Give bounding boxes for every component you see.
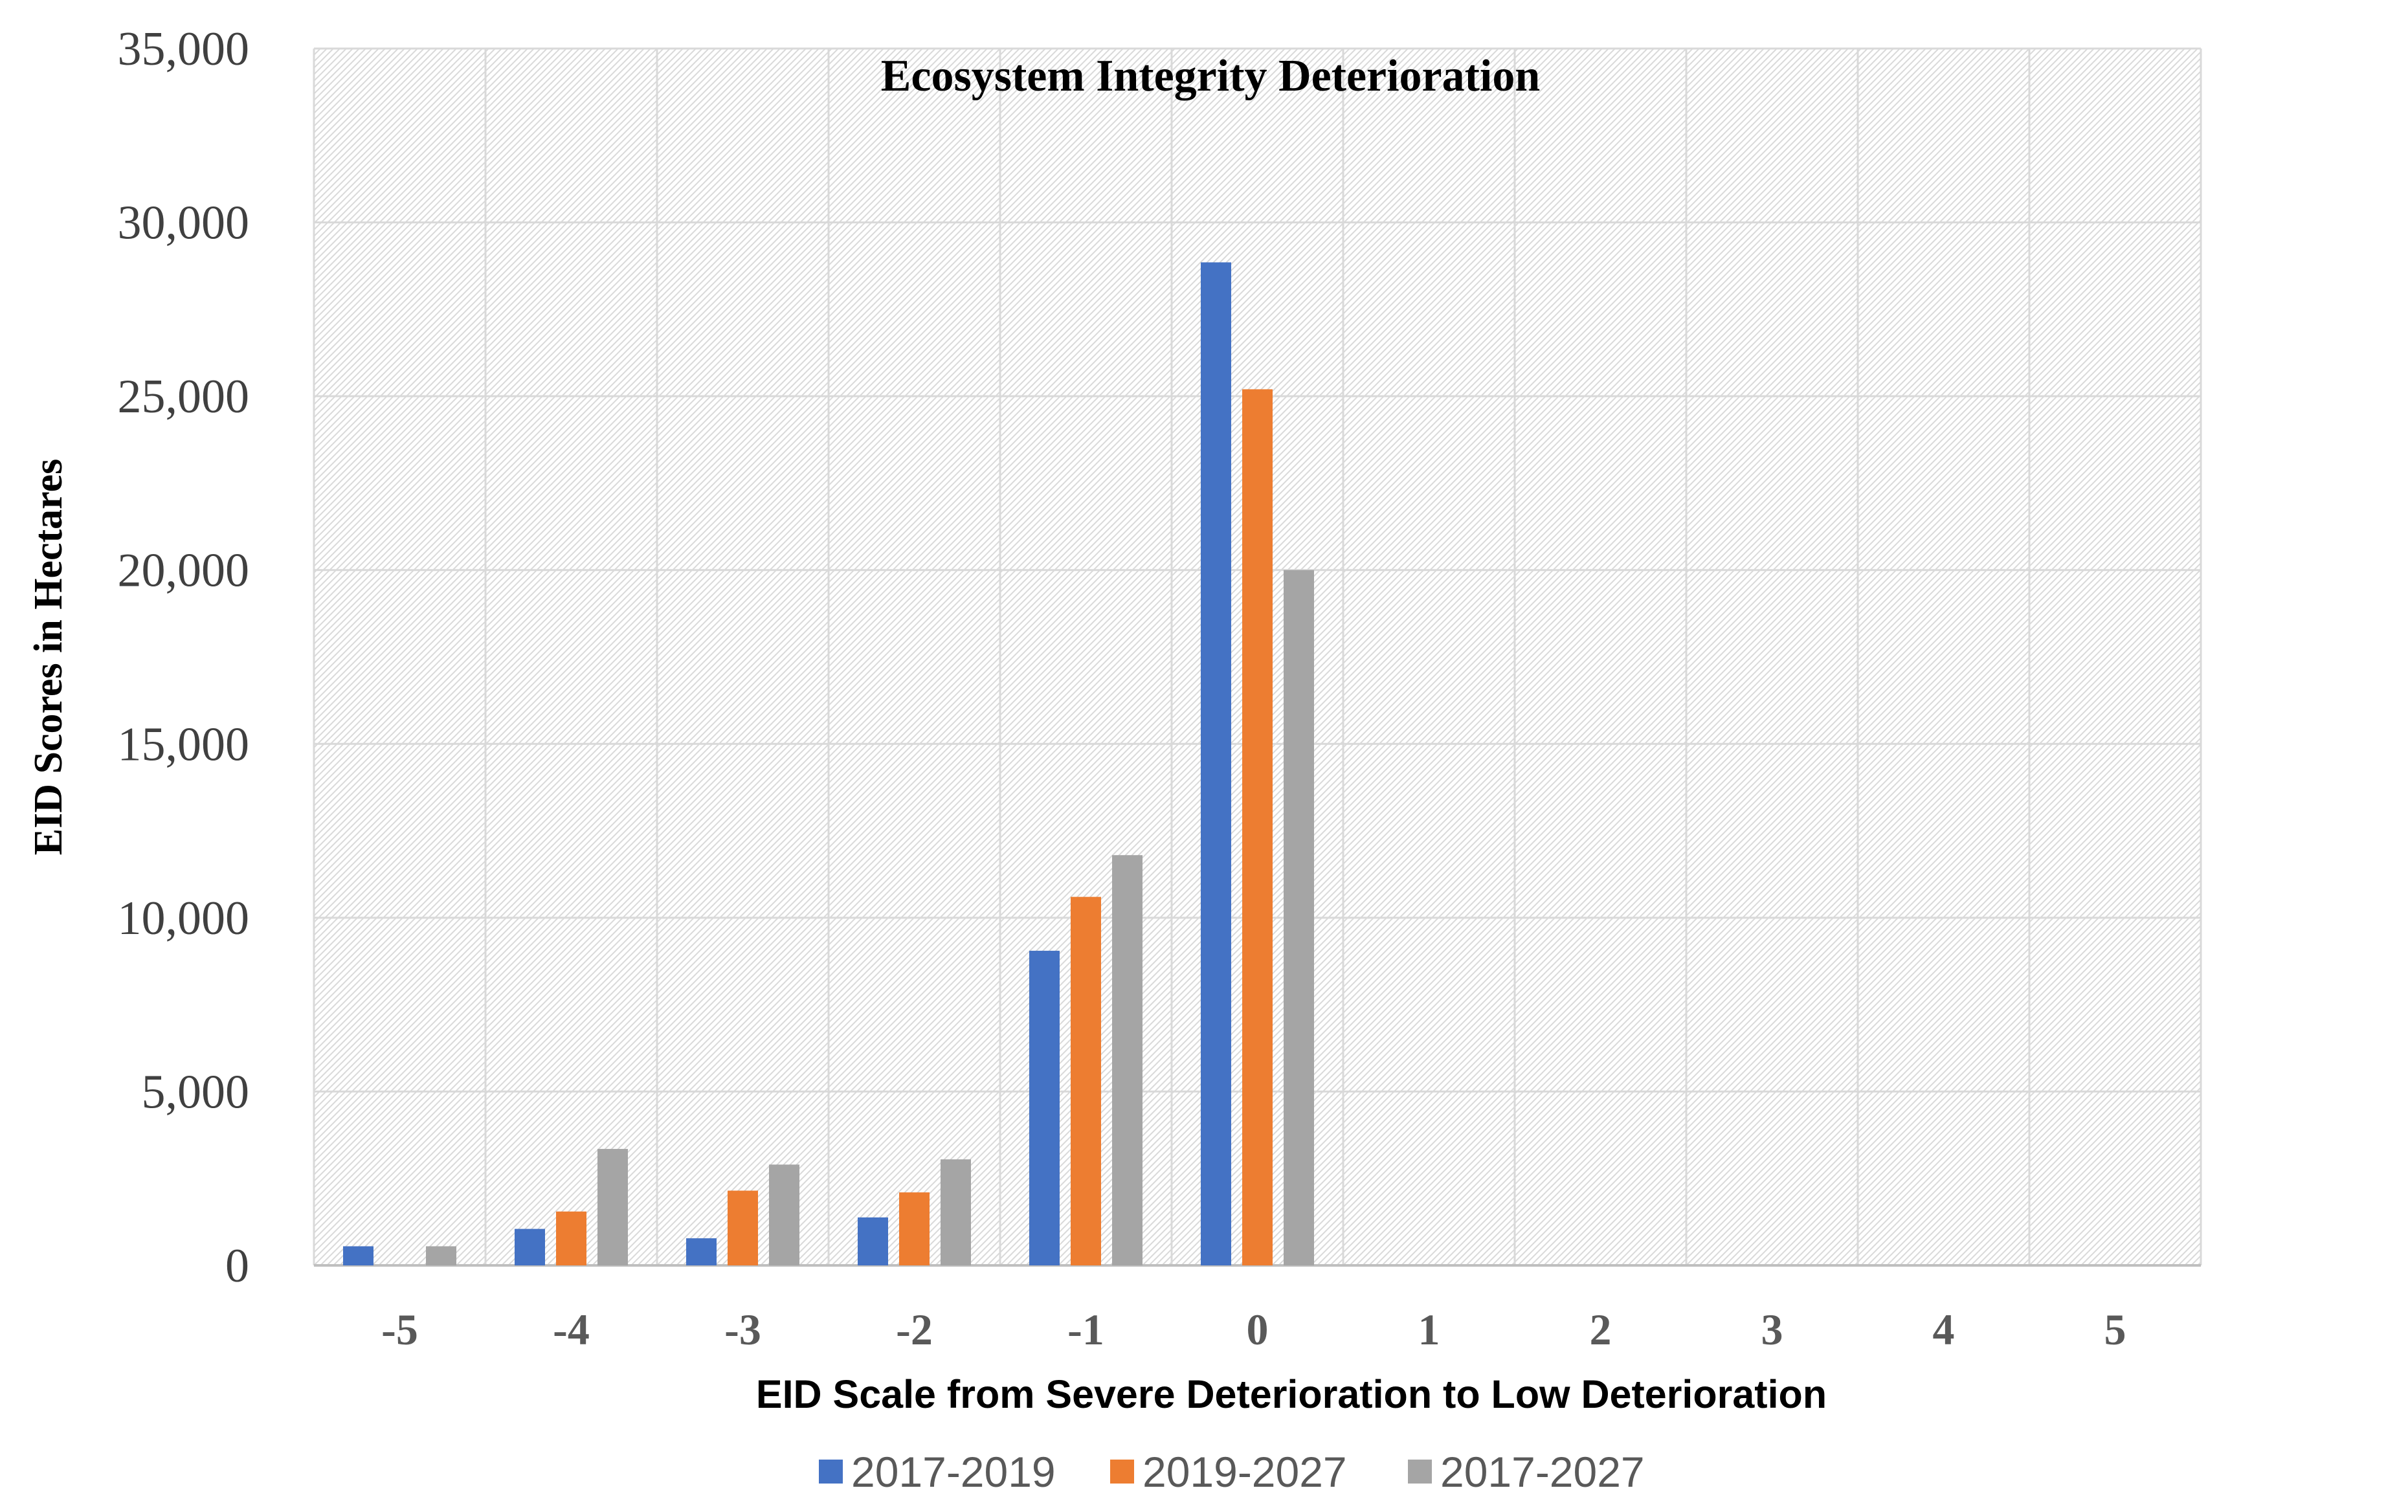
bar-2017-2019--3 bbox=[686, 1238, 717, 1265]
legend-label: 2017-2019 bbox=[851, 1448, 1056, 1496]
x-tick-label: 2 bbox=[1590, 1305, 1612, 1354]
y-tick-label: 35,000 bbox=[118, 23, 250, 76]
y-axis-ticks: 0 5,000 10,000 15,000 20,000 25,000 30,000 35,0… bbox=[118, 23, 250, 1293]
y-tick-label: 15,000 bbox=[118, 718, 250, 771]
x-tick-label: 3 bbox=[1761, 1305, 1783, 1354]
bars bbox=[343, 262, 1314, 1265]
y-tick-label: 30,000 bbox=[118, 197, 250, 250]
x-tick-label: 1 bbox=[1418, 1305, 1440, 1354]
legend-label: 2019-2027 bbox=[1143, 1448, 1347, 1496]
bar-2017-2027-0 bbox=[1284, 570, 1314, 1265]
x-tick-label: 4 bbox=[1933, 1305, 1955, 1354]
bar-2019-2027--1 bbox=[1071, 896, 1101, 1265]
bar-2017-2019--4 bbox=[515, 1228, 545, 1265]
bar-2019-2027--3 bbox=[728, 1190, 758, 1265]
y-tick-label: 10,000 bbox=[118, 892, 250, 945]
bar-2017-2019--5 bbox=[343, 1246, 373, 1265]
bar-2017-2027--4 bbox=[597, 1149, 628, 1265]
x-axis-label: EID Scale from Severe Deterioration to L… bbox=[756, 1372, 1827, 1416]
bar-2019-2027--4 bbox=[556, 1211, 586, 1265]
bar-2019-2027-0 bbox=[1242, 389, 1273, 1265]
vertical-gridlines bbox=[313, 49, 2202, 1265]
bar-2017-2027--5 bbox=[426, 1246, 456, 1265]
bar-2017-2019--2 bbox=[858, 1217, 888, 1265]
bar-2017-2019--1 bbox=[1029, 950, 1060, 1265]
chart-title: Ecosystem Integrity Deterioration bbox=[881, 51, 1541, 101]
bar-2017-2027--1 bbox=[1112, 855, 1143, 1265]
x-tick-label: -4 bbox=[553, 1305, 590, 1354]
legend: 2017-2019 2019-2027 2017-2027 bbox=[819, 1448, 1645, 1496]
x-tick-label: -3 bbox=[724, 1305, 761, 1354]
y-tick-label: 0 bbox=[225, 1240, 249, 1293]
bar-2017-2027--2 bbox=[941, 1159, 971, 1265]
legend-swatch bbox=[1110, 1460, 1134, 1484]
bar-2017-2027--3 bbox=[769, 1164, 799, 1265]
x-tick-label: -5 bbox=[381, 1305, 418, 1354]
x-tick-label: -2 bbox=[896, 1305, 933, 1354]
legend-swatch bbox=[819, 1460, 843, 1484]
bar-2017-2019-0 bbox=[1201, 262, 1231, 1265]
bar-2019-2027--2 bbox=[899, 1192, 930, 1265]
legend-swatch bbox=[1408, 1460, 1432, 1484]
x-tick-label: 0 bbox=[1247, 1305, 1269, 1354]
x-tick-label: 5 bbox=[2104, 1305, 2126, 1354]
x-axis-ticks: -5 -4 -3 -2 -1 0 1 2 3 4 5 bbox=[381, 1305, 2126, 1354]
y-tick-label: 5,000 bbox=[142, 1065, 250, 1118]
x-tick-label: -1 bbox=[1067, 1305, 1104, 1354]
legend-label: 2017-2027 bbox=[1440, 1448, 1645, 1496]
y-tick-label: 25,000 bbox=[118, 370, 250, 423]
y-axis-label: EID Scores in Hectares bbox=[27, 459, 71, 855]
y-tick-label: 20,000 bbox=[118, 544, 250, 597]
